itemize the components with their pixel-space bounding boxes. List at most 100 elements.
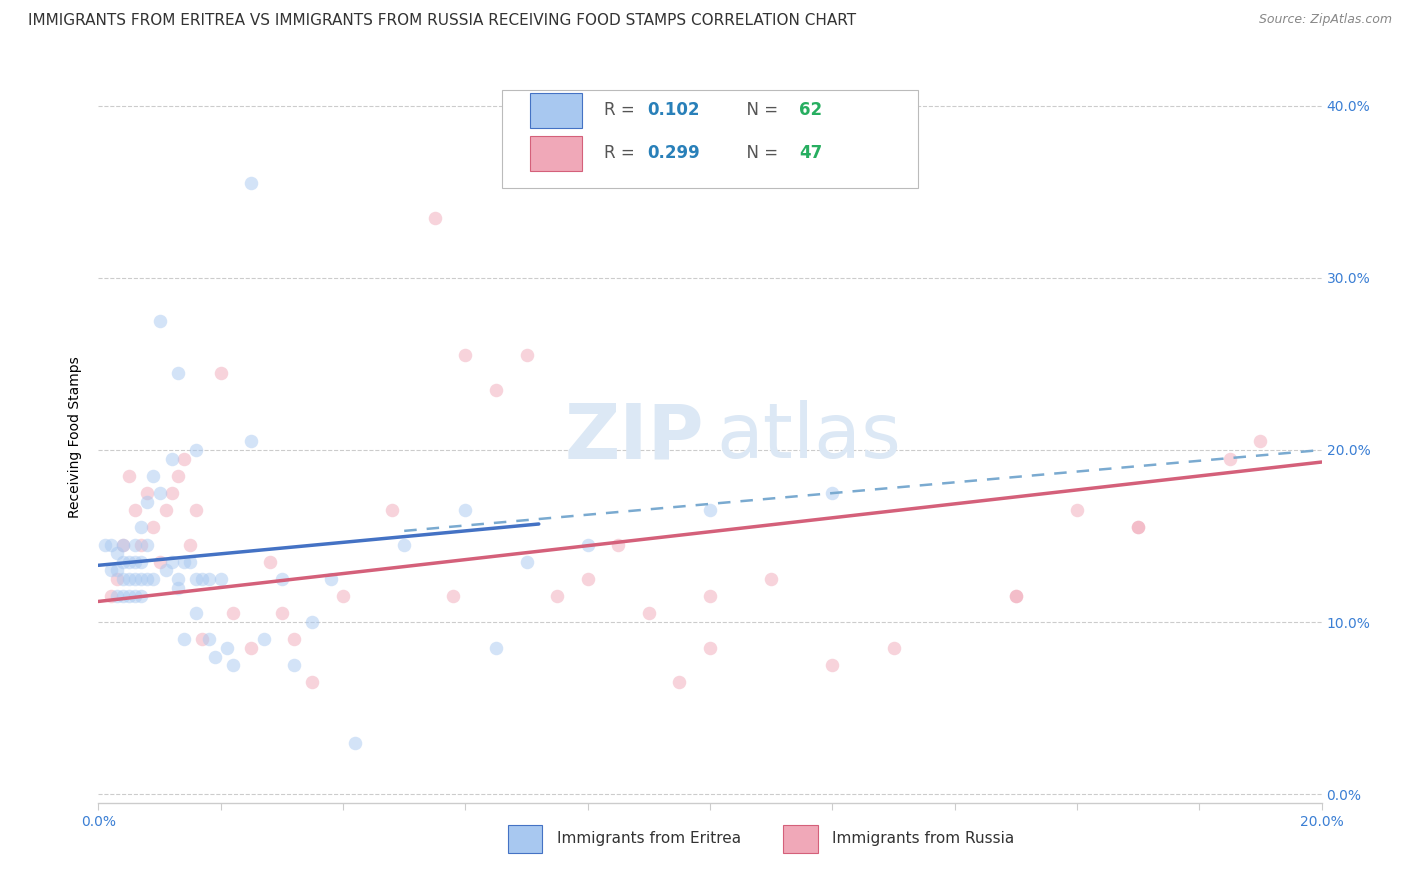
Point [516, 555, 538, 569]
Point [160, 486, 183, 500]
Point [129, 572, 152, 586]
Point [111, 538, 134, 552]
Point [173, 451, 195, 466]
Point [179, 555, 201, 569]
Point [270, 572, 292, 586]
Point [252, 632, 274, 647]
Point [111, 589, 134, 603]
Point [485, 640, 508, 655]
Point [167, 572, 190, 586]
Text: 0.299: 0.299 [648, 145, 700, 162]
Point [105, 589, 128, 603]
Point [124, 503, 146, 517]
Point [607, 538, 630, 552]
Point [197, 632, 219, 647]
Point [240, 434, 263, 449]
Point [173, 632, 195, 647]
FancyBboxPatch shape [783, 825, 818, 853]
Point [136, 538, 159, 552]
Point [1128, 520, 1150, 534]
Point [1249, 434, 1271, 449]
Point [344, 735, 367, 749]
Text: ZIP: ZIP [564, 401, 704, 474]
Text: R =: R = [603, 102, 640, 120]
Point [129, 538, 152, 552]
Point [129, 555, 152, 569]
Point [142, 572, 165, 586]
Point [155, 503, 177, 517]
Point [319, 572, 342, 586]
Point [576, 538, 599, 552]
Point [283, 658, 305, 673]
Text: atlas: atlas [716, 401, 901, 474]
Point [124, 538, 146, 552]
Point [118, 572, 141, 586]
Point [191, 572, 214, 586]
Text: Source: ZipAtlas.com: Source: ZipAtlas.com [1258, 13, 1392, 27]
Point [179, 538, 201, 552]
Text: 47: 47 [800, 145, 823, 162]
Point [111, 555, 134, 569]
Text: Immigrants from Eritrea: Immigrants from Eritrea [557, 831, 741, 847]
Point [155, 564, 177, 578]
FancyBboxPatch shape [530, 93, 582, 128]
Point [699, 589, 721, 603]
Point [392, 538, 416, 552]
Point [222, 658, 245, 673]
Point [209, 572, 232, 586]
Point [186, 607, 208, 621]
Point [332, 589, 354, 603]
Point [100, 538, 122, 552]
Point [167, 468, 190, 483]
Point [821, 486, 844, 500]
Text: IMMIGRANTS FROM ERITREA VS IMMIGRANTS FROM RUSSIA RECEIVING FOOD STAMPS CORRELAT: IMMIGRANTS FROM ERITREA VS IMMIGRANTS FR… [28, 13, 856, 29]
Point [1004, 589, 1026, 603]
Point [454, 348, 477, 362]
Point [142, 468, 165, 483]
Point [546, 589, 568, 603]
Point [1066, 503, 1088, 517]
Point [118, 589, 141, 603]
Point [668, 675, 690, 690]
Text: R =: R = [603, 145, 640, 162]
Point [100, 564, 122, 578]
Point [186, 572, 208, 586]
Point [699, 503, 721, 517]
Point [124, 572, 146, 586]
Y-axis label: Receiving Food Stamps: Receiving Food Stamps [69, 356, 83, 518]
Text: 0.102: 0.102 [648, 102, 700, 120]
Point [100, 589, 122, 603]
Point [1004, 589, 1026, 603]
Point [160, 555, 183, 569]
Point [240, 176, 263, 190]
Text: N =: N = [735, 145, 783, 162]
Point [301, 615, 323, 629]
Point [485, 383, 508, 397]
Point [186, 503, 208, 517]
Point [576, 572, 599, 586]
FancyBboxPatch shape [508, 825, 543, 853]
Point [283, 632, 305, 647]
Point [167, 366, 190, 380]
Point [118, 468, 141, 483]
Point [209, 366, 232, 380]
FancyBboxPatch shape [502, 90, 918, 188]
Point [516, 348, 538, 362]
Point [441, 589, 464, 603]
Point [149, 555, 172, 569]
Point [191, 632, 214, 647]
Point [118, 555, 141, 569]
Point [136, 494, 159, 508]
Point [167, 581, 190, 595]
Point [215, 640, 238, 655]
Point [454, 503, 477, 517]
Point [124, 589, 146, 603]
Point [124, 555, 146, 569]
Text: Immigrants from Russia: Immigrants from Russia [832, 831, 1015, 847]
Point [240, 640, 263, 655]
Point [204, 649, 226, 664]
Text: 62: 62 [800, 102, 823, 120]
Point [699, 640, 721, 655]
Point [149, 486, 172, 500]
Point [1128, 520, 1150, 534]
